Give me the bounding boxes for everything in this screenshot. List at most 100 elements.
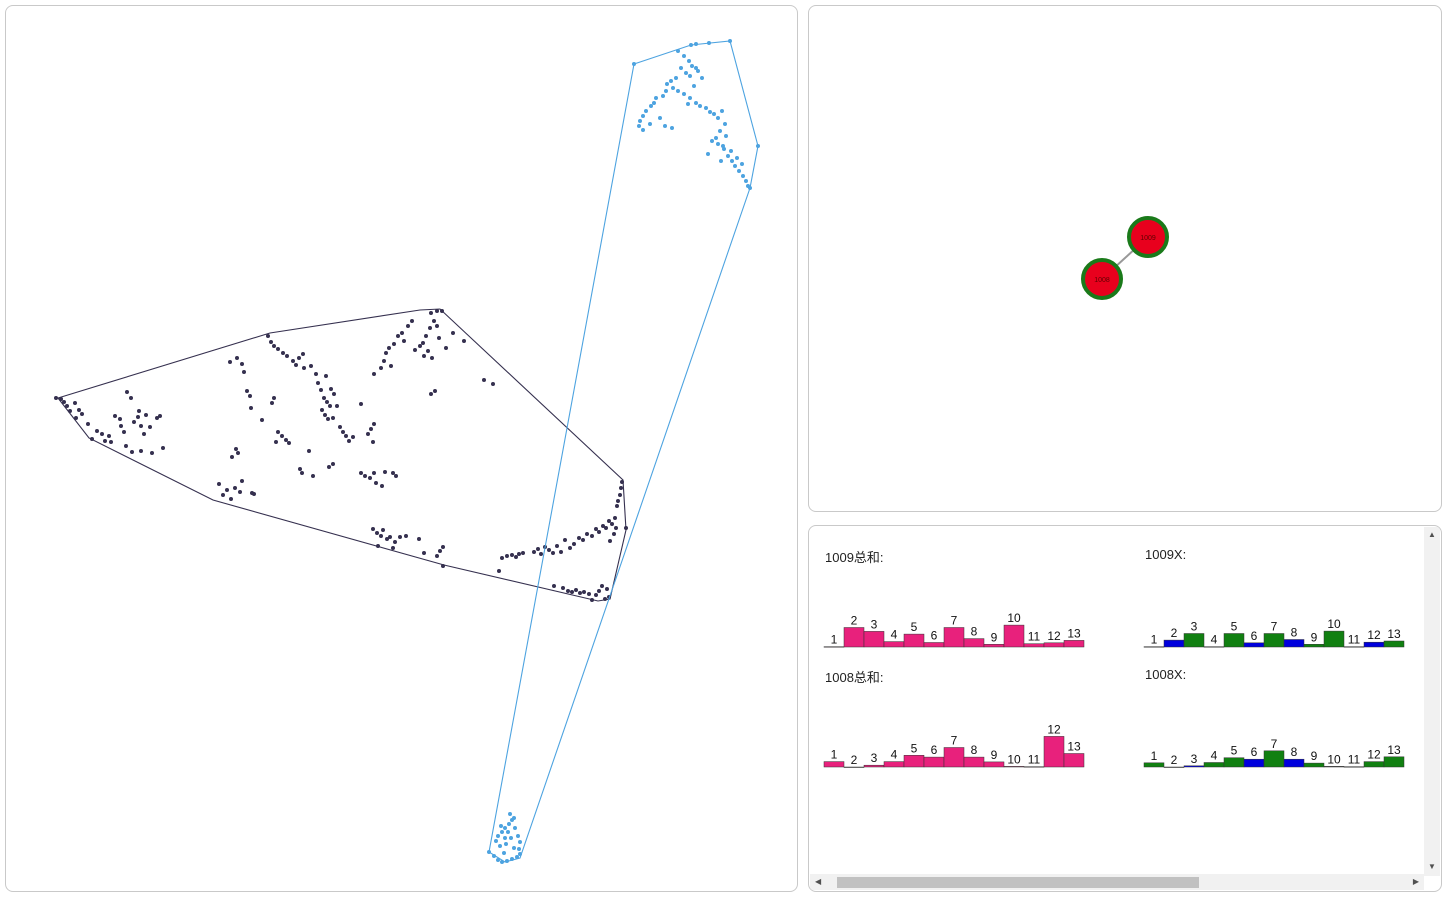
scatter-point	[119, 424, 123, 428]
scatter-point	[435, 324, 439, 328]
scatter-point	[590, 534, 594, 538]
histogram-bar-label: 5	[1231, 620, 1238, 634]
scatter-point	[510, 857, 514, 861]
histogram-bar-label: 10	[1327, 617, 1341, 631]
graph-node-label: 1008	[1094, 277, 1110, 284]
scatter-point	[504, 842, 508, 846]
scroll-left-arrow-icon[interactable]: ◀	[815, 877, 822, 886]
scatter-point	[324, 374, 328, 378]
cluster-1-hull	[57, 308, 627, 602]
scatter-point	[686, 102, 690, 106]
histogram-bar	[823, 761, 845, 768]
scatter-point	[139, 424, 143, 428]
scatter-point	[510, 553, 514, 557]
histogram-bar-label: 11	[1348, 633, 1361, 647]
histogram-bar	[843, 766, 865, 768]
histogram-bar	[1023, 643, 1045, 648]
scatter-point	[300, 471, 304, 475]
histogram-bar	[1303, 762, 1325, 768]
histogram-bar	[1063, 640, 1085, 648]
scatter-point	[430, 356, 434, 360]
histogram-bar-label: 1	[1151, 633, 1158, 647]
horizontal-scrollbar[interactable]: ◀ ▶	[810, 874, 1424, 890]
scroll-down-arrow-icon[interactable]: ▼	[1428, 862, 1436, 871]
scatter-point	[670, 126, 674, 130]
scatter-point	[413, 348, 417, 352]
scatter-point	[720, 109, 724, 113]
histogram-bar	[1323, 766, 1345, 768]
graph-node-1009[interactable]	[1127, 216, 1169, 258]
scatter-point	[601, 524, 605, 528]
histogram-bar-label: 13	[1067, 626, 1081, 640]
histogram-bar	[883, 641, 905, 648]
scatter-point	[744, 179, 748, 183]
scatter-point	[555, 544, 559, 548]
scroll-up-arrow-icon[interactable]: ▲	[1428, 530, 1436, 539]
scatter-point	[498, 844, 502, 848]
scatter-point	[374, 481, 378, 485]
histogram-title-1009-sum: 1009总和:	[825, 550, 884, 565]
scatter-point	[509, 836, 513, 840]
histogram-bar	[1223, 633, 1245, 648]
scatter-point	[125, 390, 129, 394]
scroll-right-arrow-icon[interactable]: ▶	[1412, 877, 1419, 886]
histogram-title-1008x: 1008X:	[1145, 667, 1187, 682]
scatter-point	[756, 144, 760, 148]
scatter-point	[150, 451, 154, 455]
scatter-point	[129, 396, 133, 400]
scatter-point	[136, 415, 140, 419]
scatter-point	[291, 359, 295, 363]
scatter-point	[671, 86, 675, 90]
histogram-bar	[1243, 758, 1265, 768]
scatter-point	[375, 531, 379, 535]
histogram-bar	[1043, 736, 1065, 768]
scatter-point	[338, 425, 342, 429]
scatter-point	[716, 142, 720, 146]
histogram-bar-label: 5	[911, 741, 918, 755]
histogram-bar	[1183, 633, 1205, 648]
scatter-point	[309, 364, 313, 368]
scatter-point	[344, 434, 348, 438]
scatter-point	[266, 334, 270, 338]
scatter-point	[74, 416, 78, 420]
scatter-point	[696, 69, 700, 73]
scatter-point	[130, 450, 134, 454]
scatter-point	[429, 311, 433, 315]
vertical-scrollbar[interactable]: ▲ ▼	[1424, 527, 1440, 876]
scatter-point	[482, 378, 486, 382]
histogram-bar-label: 3	[1191, 620, 1198, 634]
horizontal-scroll-thumb[interactable]	[837, 877, 1199, 888]
scatter-point	[577, 536, 581, 540]
scatter-point	[396, 334, 400, 338]
scatter-point	[698, 104, 702, 108]
scatter-point	[632, 62, 636, 66]
scatter-point	[122, 430, 126, 434]
scatter-point	[561, 586, 565, 590]
scatter-point	[624, 526, 628, 530]
scatter-point	[532, 550, 536, 554]
graph-node-label: 1009	[1140, 235, 1156, 242]
scatter-point	[225, 488, 229, 492]
scatter-point	[260, 418, 264, 422]
histogram-bar-label: 3	[871, 751, 878, 765]
histogram-bar	[943, 747, 965, 768]
histogram-bar	[983, 761, 1005, 768]
scatter-point	[570, 590, 574, 594]
histogram-bar	[1143, 762, 1165, 768]
scatter-point	[158, 414, 162, 418]
scatter-point	[329, 387, 333, 391]
scatter-point	[68, 409, 72, 413]
histogram-bar-label: 8	[1291, 626, 1298, 640]
histogram-bar-label: 13	[1387, 743, 1401, 757]
histogram-bar-label: 5	[1231, 744, 1238, 758]
scatter-point	[137, 409, 141, 413]
scatter-point	[615, 504, 619, 508]
scatter-point	[428, 326, 432, 330]
scatter-point	[612, 532, 616, 536]
graph-node-1008[interactable]	[1081, 258, 1123, 300]
scatter-point	[281, 351, 285, 355]
scatter-point	[388, 535, 392, 539]
scatter-point	[368, 476, 372, 480]
